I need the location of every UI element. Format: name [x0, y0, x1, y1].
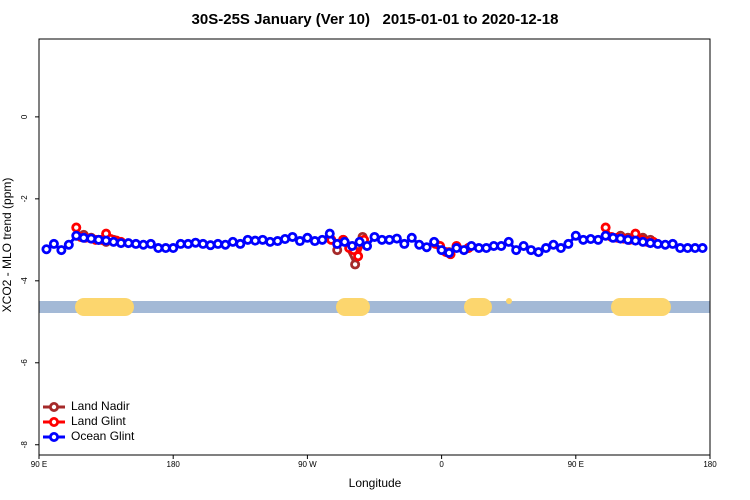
- data-point: [667, 238, 678, 249]
- data-point: [138, 239, 149, 250]
- data-point: [548, 239, 559, 250]
- data-point: [362, 240, 373, 251]
- data-point: [496, 240, 507, 251]
- data-point: [429, 236, 440, 247]
- data-point: [63, 239, 74, 250]
- data-point: [48, 238, 59, 249]
- x-tick-label: 0: [439, 460, 444, 469]
- data-point: [593, 234, 604, 245]
- data-point: [250, 235, 261, 246]
- data-point: [540, 243, 551, 254]
- data-point: [637, 236, 648, 247]
- data-point: [578, 234, 589, 245]
- data-point: [168, 243, 179, 254]
- data-point: [608, 232, 619, 243]
- data-point: [41, 244, 52, 255]
- data-point: [399, 238, 410, 249]
- x-tick-label: 90 E: [31, 460, 47, 469]
- data-point: [265, 236, 276, 247]
- land-band: [75, 298, 134, 316]
- data-point: [406, 232, 417, 243]
- data-point: [518, 240, 529, 251]
- chart-title: 30S-25S January (Ver 10) 2015-01-01 to 2…: [192, 11, 559, 28]
- x-tick-label: 180: [703, 460, 717, 469]
- data-point: [444, 247, 455, 258]
- data-point: [93, 234, 104, 245]
- legend-marker: [49, 401, 60, 412]
- data-point: [183, 238, 194, 249]
- data-point: [190, 237, 201, 248]
- y-tick-label: 0: [20, 114, 29, 119]
- legend-marker: [49, 431, 60, 442]
- plot-frame: [38, 38, 711, 456]
- data-point: [71, 222, 82, 233]
- data-point: [287, 231, 298, 242]
- data-point: [205, 240, 216, 251]
- x-tick-label: 90 E: [568, 460, 584, 469]
- data-point: [384, 234, 395, 245]
- data-point: [108, 236, 119, 247]
- data-point: [302, 232, 313, 243]
- x-tick-label: 90 W: [298, 460, 317, 469]
- x-axis-label: Longitude: [349, 476, 402, 490]
- data-point: [555, 243, 566, 254]
- y-tick-label: -2: [20, 195, 29, 203]
- data-point: [123, 238, 134, 249]
- data-point: [130, 238, 141, 249]
- data-point: [622, 234, 633, 245]
- data-point: [652, 238, 663, 249]
- data-point: [458, 245, 469, 256]
- data-point: [317, 234, 328, 245]
- land-ocean-band: [39, 298, 710, 316]
- data-point: [78, 232, 89, 243]
- data-point: [350, 259, 361, 270]
- data-point: [86, 233, 97, 244]
- legend-marker: [49, 416, 60, 427]
- data-point: [235, 238, 246, 249]
- data-point: [198, 238, 209, 249]
- data-point: [660, 239, 671, 250]
- data-point: [56, 245, 67, 256]
- data-point: [600, 222, 611, 233]
- y-tick-label: -8: [20, 441, 29, 449]
- data-point: [697, 243, 708, 254]
- data-point: [645, 238, 656, 249]
- data-point: [353, 251, 364, 262]
- data-point: [145, 238, 156, 249]
- data-point: [585, 234, 596, 245]
- y-axis-label: XCO2 - MLO trend (ppm): [0, 178, 14, 313]
- legend-label: Land Glint: [71, 414, 126, 428]
- data-point: [309, 236, 320, 247]
- land-band: [464, 298, 492, 316]
- land-band: [611, 298, 671, 316]
- data-point: [615, 233, 626, 244]
- data-point: [563, 238, 574, 249]
- data-point: [533, 247, 544, 258]
- data-point: [391, 233, 402, 244]
- data-point: [339, 236, 350, 247]
- ocean-band: [39, 301, 710, 313]
- data-point: [242, 234, 253, 245]
- x-tick-label: 180: [167, 460, 181, 469]
- data-point: [101, 235, 112, 246]
- data-point: [324, 228, 335, 239]
- land-band: [336, 298, 370, 316]
- y-tick-label: -6: [20, 359, 29, 367]
- data-point: [347, 240, 358, 251]
- legend-label: Ocean Glint: [71, 429, 135, 443]
- legend-label: Land Nadir: [71, 399, 130, 413]
- y-tick-label: -4: [20, 277, 29, 285]
- data-point: [503, 236, 514, 247]
- data-point: [354, 236, 365, 247]
- land-band: [506, 298, 512, 304]
- data-point: [570, 230, 581, 241]
- data-point: [511, 245, 522, 256]
- data-point: [630, 235, 641, 246]
- data-point: [212, 238, 223, 249]
- data-point: [294, 236, 305, 247]
- data-point: [421, 242, 432, 253]
